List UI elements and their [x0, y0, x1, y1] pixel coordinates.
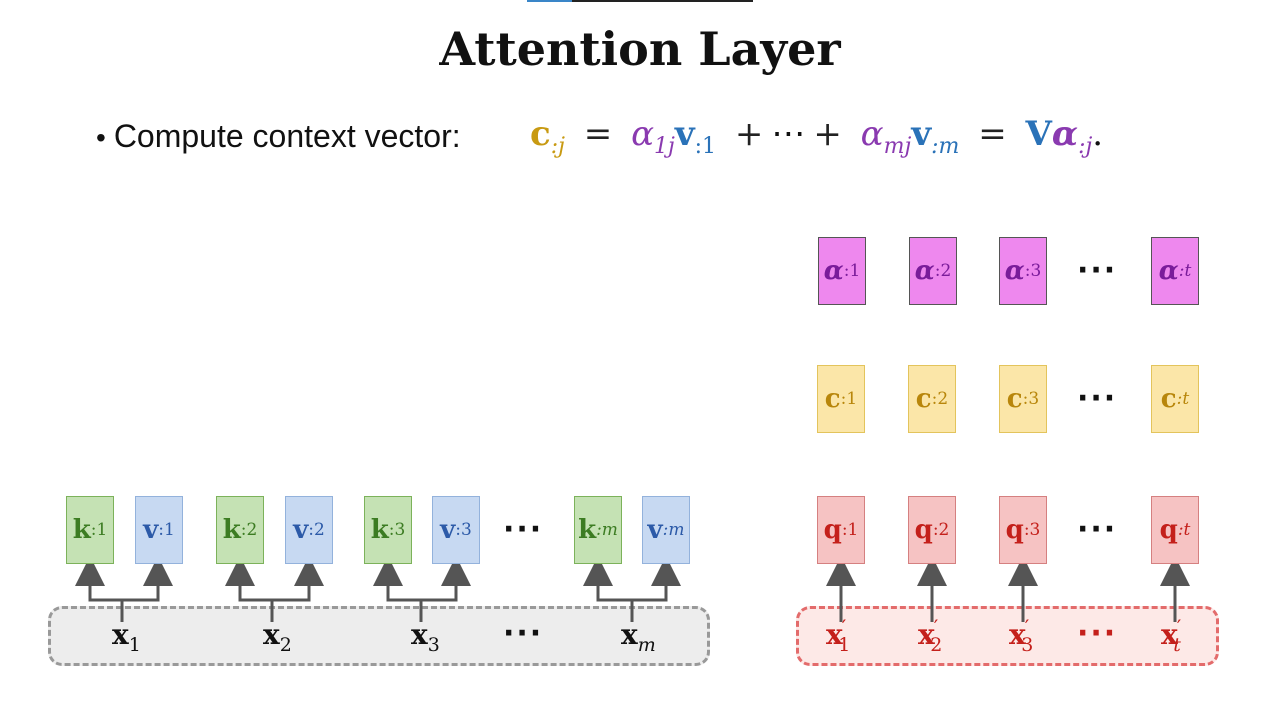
query-box-2: q:2 — [908, 496, 956, 564]
eq-lhs-sub: :j — [550, 134, 565, 159]
key-box-2: k:2 — [216, 496, 264, 564]
eq-term2-coef-sub: mj — [883, 134, 912, 159]
context-ellipsis: ··· — [1077, 381, 1118, 416]
decoder-input-3: x′3 — [1009, 615, 1034, 656]
slide-title: Attention Layer — [439, 22, 841, 76]
bullet-dot-icon: • — [96, 122, 106, 153]
encoder-kv-ellipsis: ··· — [503, 512, 544, 547]
value-box-2: v:2 — [285, 496, 333, 564]
encoder-input-1: x1 — [112, 618, 141, 656]
eq-term1-coef: α — [631, 114, 655, 154]
eq-equals2: = — [978, 114, 1007, 154]
context-box-t: c:t — [1151, 365, 1199, 433]
context-vector-equation: c:j = α1jv:1 + ⋯ + αmjv:m = Vα:j. — [530, 114, 1103, 159]
eq-plus2: + — [813, 114, 842, 154]
encoder-input-group — [48, 606, 710, 666]
eq-alpha: α — [1051, 114, 1079, 154]
value-box-1: v:1 — [135, 496, 183, 564]
eq-equals: = — [583, 114, 613, 154]
encoder-input-3: x3 — [411, 618, 440, 656]
encoder-input-m: xm — [621, 618, 656, 656]
query-box-t: q:t — [1151, 496, 1199, 564]
decoder-input-2: x′2 — [918, 615, 943, 656]
key-box-m: k:m — [574, 496, 622, 564]
decoder-input-1: x′1 — [826, 615, 851, 656]
eq-term2-vec: v — [911, 114, 932, 154]
eq-term1-vec: v — [674, 114, 695, 154]
alpha-box-t: α:t — [1151, 237, 1199, 305]
alpha-ellipsis: ··· — [1077, 253, 1118, 288]
eq-term2-coef: α — [860, 114, 884, 154]
eq-term1-coef-sub: 1j — [654, 134, 675, 159]
context-box-1: c:1 — [817, 365, 865, 433]
encoder-input-ellipsis: ··· — [503, 616, 544, 651]
decoder-input-group — [796, 606, 1219, 666]
eq-term2-vec-sub: :m — [931, 134, 960, 159]
key-box-1: k:1 — [66, 496, 114, 564]
decoder-input-t: x′t — [1161, 615, 1182, 656]
encoder-input-2: x2 — [263, 618, 292, 656]
bullet-label: Compute context vector: — [113, 118, 461, 154]
eq-matrix: V — [1025, 114, 1052, 154]
eq-term1-vec-sub: :1 — [694, 134, 717, 159]
decoder-input-ellipsis: ··· — [1077, 616, 1118, 651]
alpha-box-3: α:3 — [999, 237, 1047, 305]
bullet-text: • Compute context vector: — [96, 118, 461, 155]
context-box-2: c:2 — [908, 365, 956, 433]
eq-lhs: c — [530, 114, 551, 154]
key-box-3: k:3 — [364, 496, 412, 564]
eq-period: . — [1092, 114, 1104, 154]
eq-cdots: ⋯ — [771, 114, 806, 154]
alpha-box-1: α:1 — [818, 237, 866, 305]
value-box-3: v:3 — [432, 496, 480, 564]
value-box-m: v:m — [642, 496, 690, 564]
context-box-3: c:3 — [999, 365, 1047, 433]
alpha-box-2: α:2 — [909, 237, 957, 305]
query-box-1: q:1 — [817, 496, 865, 564]
eq-alpha-sub: :j — [1078, 134, 1093, 159]
eq-plus1: + — [734, 114, 764, 154]
query-ellipsis: ··· — [1077, 512, 1118, 547]
query-box-3: q:3 — [999, 496, 1047, 564]
slide-top-rule — [527, 0, 753, 2]
